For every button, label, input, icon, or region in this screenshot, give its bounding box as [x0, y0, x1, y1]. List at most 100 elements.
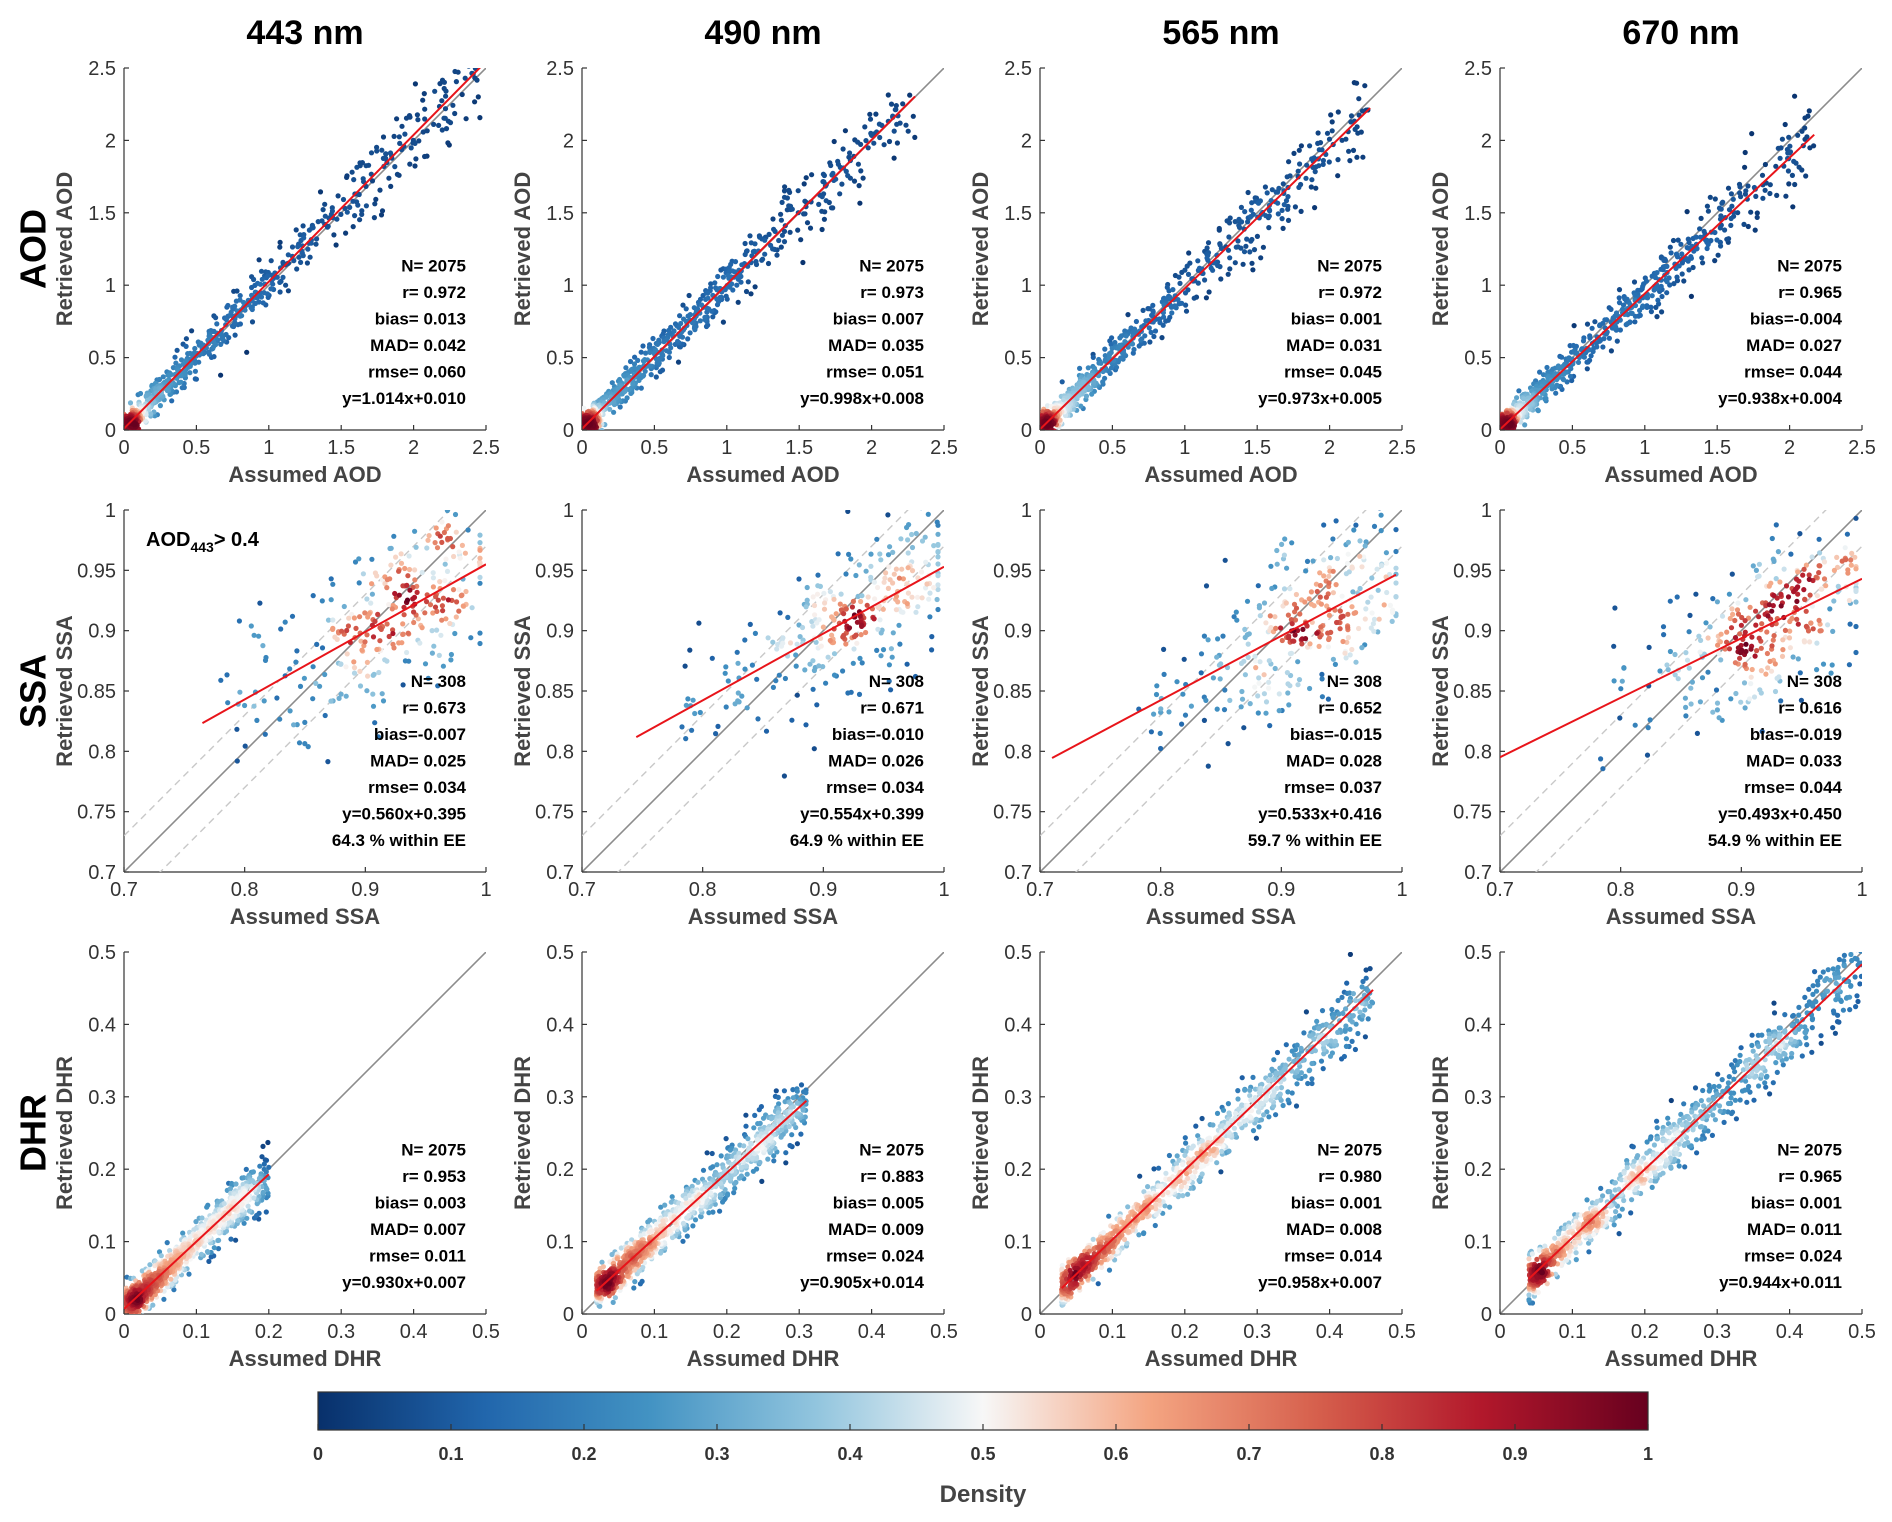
scatter-point [131, 429, 134, 430]
scatter-point [890, 549, 896, 556]
scatter-point [1346, 569, 1352, 575]
scatter-point [285, 252, 291, 258]
scatter-point [1317, 582, 1323, 589]
scatter-point [849, 604, 856, 610]
scatter-point [287, 708, 293, 714]
scatter-point [1299, 641, 1305, 647]
x-axis-label: Assumed AOD [1604, 462, 1757, 487]
scatter-point [1037, 430, 1042, 435]
scatter-point [675, 338, 681, 344]
scatter-point [1204, 245, 1210, 251]
scatter-point [1778, 698, 1784, 704]
scatter-point [1497, 431, 1502, 436]
scatter-point [1704, 203, 1710, 209]
scatter-point [1745, 183, 1751, 189]
scatter-point [1098, 360, 1104, 366]
scatter-point [858, 168, 864, 174]
scatter-point [765, 635, 771, 641]
scatter-point [653, 356, 660, 362]
scatter-point [439, 617, 445, 623]
scatter-point [355, 202, 361, 208]
scatter-point [1516, 388, 1522, 394]
scatter-point [1317, 570, 1323, 576]
scatter-point [820, 664, 826, 670]
scatter-point [412, 528, 418, 534]
scatter-point [368, 600, 374, 606]
scatter-point [421, 91, 427, 97]
x-axis-label: Assumed AOD [1144, 462, 1297, 487]
scatter-point [1317, 634, 1323, 640]
scatter-point [347, 204, 353, 210]
scatter-point [298, 259, 304, 265]
scatter-point [1267, 613, 1273, 619]
scatter-point [627, 358, 634, 365]
stat-line: MAD= 0.025 [370, 752, 466, 771]
scatter-point [1215, 636, 1221, 642]
scatter-point [383, 151, 389, 157]
scatter-point [643, 350, 649, 356]
scatter-point [1321, 522, 1327, 528]
scatter-point [1325, 696, 1331, 702]
scatter-point [477, 540, 483, 546]
scatter-point [313, 680, 319, 687]
scatter-point [1180, 691, 1186, 697]
scatter-point [1667, 648, 1673, 655]
scatter-point [1768, 668, 1775, 674]
scatter-point [1359, 108, 1366, 114]
scatter-point [415, 117, 421, 123]
stat-line: rmse= 0.034 [368, 778, 466, 797]
scatter-point [729, 281, 735, 287]
scatter-point [1100, 379, 1106, 385]
scatter-point [819, 194, 825, 200]
scatter-point [289, 613, 296, 619]
scatter-point [224, 672, 230, 678]
scatter-point [1312, 169, 1318, 175]
scatter-point [1612, 323, 1618, 330]
scatter-point [1343, 655, 1349, 661]
x-axis-label: Assumed AOD [686, 462, 839, 487]
scatter-point [1349, 646, 1355, 653]
y-tick-label: 0.5 [1004, 348, 1032, 370]
scatter-point [402, 658, 408, 664]
scatter-point [1369, 575, 1375, 581]
scatter-point [905, 128, 911, 134]
scatter-point [747, 233, 753, 239]
scatter-point [1686, 629, 1692, 635]
scatter-point [1827, 606, 1833, 612]
scatter-point [122, 432, 127, 437]
scatter-point [831, 672, 838, 678]
scatter-point [1357, 585, 1363, 592]
scatter-point [249, 319, 256, 325]
scatter-point [1354, 80, 1360, 86]
scatter-point [431, 643, 437, 649]
scatter-point [412, 140, 418, 146]
scatter-point [157, 403, 163, 409]
scatter-point [1730, 196, 1736, 202]
scatter-point [1780, 637, 1786, 643]
x-tick-label: 1 [1639, 437, 1650, 459]
scatter-point [1324, 130, 1331, 136]
scatter-point [1556, 365, 1562, 371]
scatter-point [1290, 638, 1296, 644]
scatter-point [1345, 625, 1351, 631]
scatter-point [1853, 479, 1858, 484]
y-tick-label: 0.85 [993, 681, 1032, 703]
scatter-point [893, 593, 900, 599]
scatter-point [1683, 650, 1689, 656]
scatter-point [122, 431, 127, 436]
scatter-point [1705, 208, 1711, 214]
scatter-point [831, 596, 837, 602]
stat-line: r= 0.652 [1318, 699, 1382, 718]
scatter-point [1303, 175, 1309, 181]
scatter-point [346, 615, 352, 621]
scatter-point [426, 533, 432, 539]
scatter-point [260, 300, 266, 306]
scatter-point [459, 542, 465, 549]
scatter-point [328, 597, 334, 603]
scatter-point [429, 650, 435, 656]
scatter-point [1693, 591, 1699, 597]
stat-line: r= 0.972 [1318, 283, 1382, 302]
scatter-point [1703, 620, 1709, 626]
scatter-point [709, 655, 715, 661]
scatter-point [377, 187, 383, 193]
